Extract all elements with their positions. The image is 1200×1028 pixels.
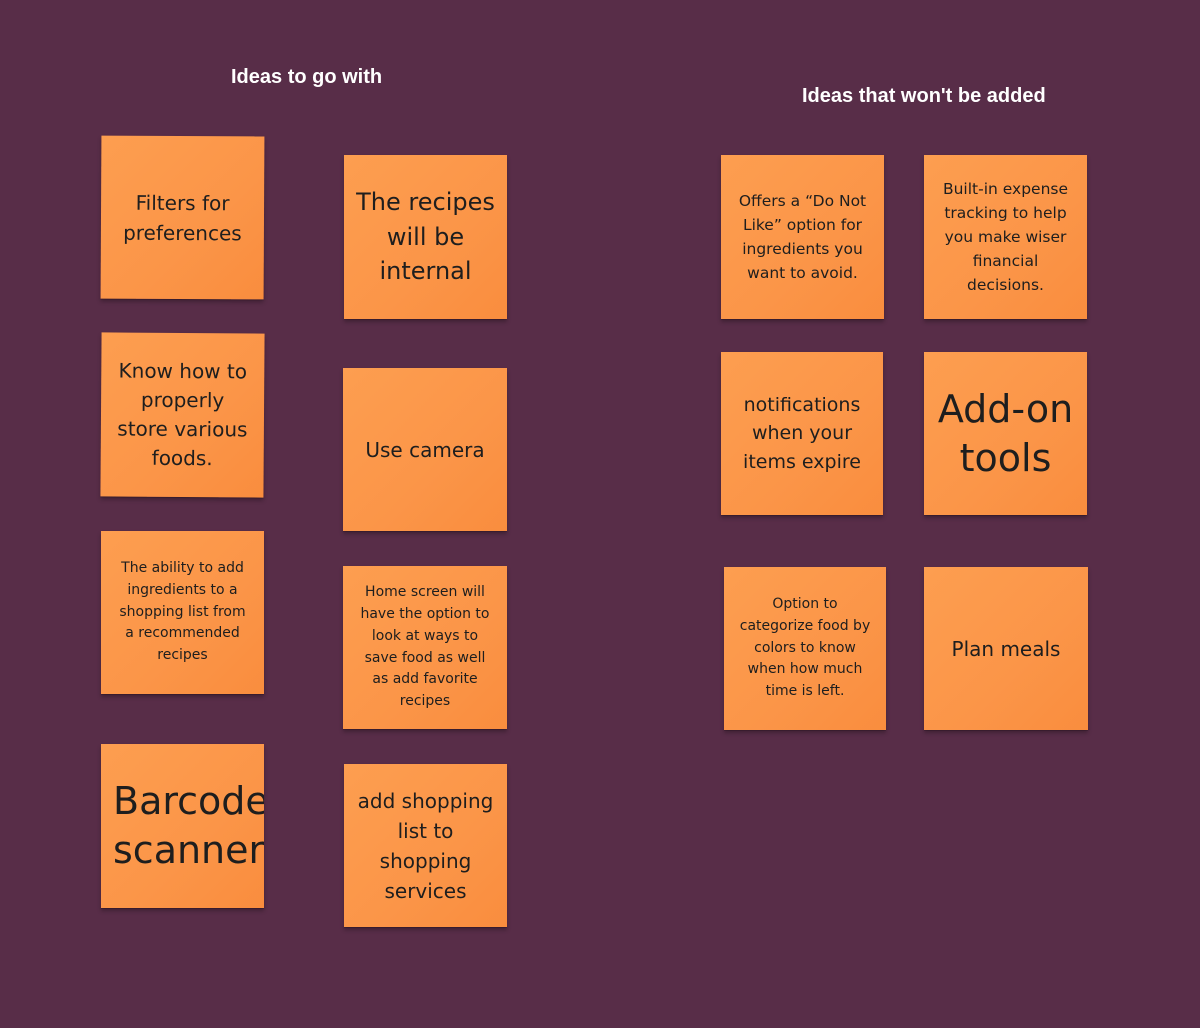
sticky-note-categorize-colors[interactable]: Option to categorize food by colors to k…	[724, 567, 886, 730]
accepted-ideas-heading: Ideas to go with	[231, 66, 383, 88]
sticky-note-text: add shopping list to shopping services	[357, 788, 494, 903]
sticky-note-do-not-like[interactable]: Offers a “Do Not Like” option for ingred…	[721, 155, 884, 319]
sticky-note-home-screen[interactable]: Home screen will have the option to look…	[343, 566, 507, 729]
sticky-note-text: Home screen will have the option to look…	[360, 584, 490, 709]
rejected-ideas-heading: Ideas that won't be added	[802, 85, 1046, 107]
sticky-note-store-foods[interactable]: Know how to properly store various foods…	[100, 332, 265, 498]
sticky-note-recipes-internal[interactable]: The recipes will be internal	[344, 155, 507, 319]
sticky-note-filters[interactable]: Filters for preferences	[100, 135, 265, 300]
sticky-note-text: Offers a “Do Not Like” option for ingred…	[738, 191, 867, 283]
sticky-note-text: Option to categorize food by colors to k…	[739, 596, 871, 700]
sticky-note-text: Know how to properly store various foods…	[117, 358, 248, 471]
sticky-note-add-ingredients[interactable]: The ability to add ingredients to a shop…	[101, 531, 264, 694]
sticky-note-text: Add-on tools	[937, 386, 1074, 480]
sticky-note-shopping-services[interactable]: add shopping list to shopping services	[344, 764, 507, 927]
sticky-note-text: Filters for preferences	[123, 190, 242, 245]
sticky-note-text: The recipes will be internal	[356, 187, 495, 286]
sticky-note-text: The ability to add ingredients to a shop…	[119, 560, 246, 664]
sticky-note-add-on-tools[interactable]: Add-on tools	[924, 352, 1087, 515]
sticky-note-use-camera[interactable]: Use camera	[343, 368, 507, 531]
sticky-note-text: notifications when your items expire	[743, 393, 861, 473]
sticky-note-text: Barcode scanner	[113, 779, 264, 872]
sticky-note-text: Built-in expense tracking to help you ma…	[942, 179, 1069, 295]
sticky-note-barcode[interactable]: Barcode scanner	[101, 744, 264, 908]
sticky-note-text: Plan meals	[951, 636, 1061, 661]
sticky-note-notifications[interactable]: notifications when your items expire	[721, 352, 883, 515]
sticky-note-expense-tracking[interactable]: Built-in expense tracking to help you ma…	[924, 155, 1087, 319]
sticky-note-plan-meals[interactable]: Plan meals	[924, 567, 1088, 730]
sticky-note-text: Use camera	[365, 437, 485, 462]
